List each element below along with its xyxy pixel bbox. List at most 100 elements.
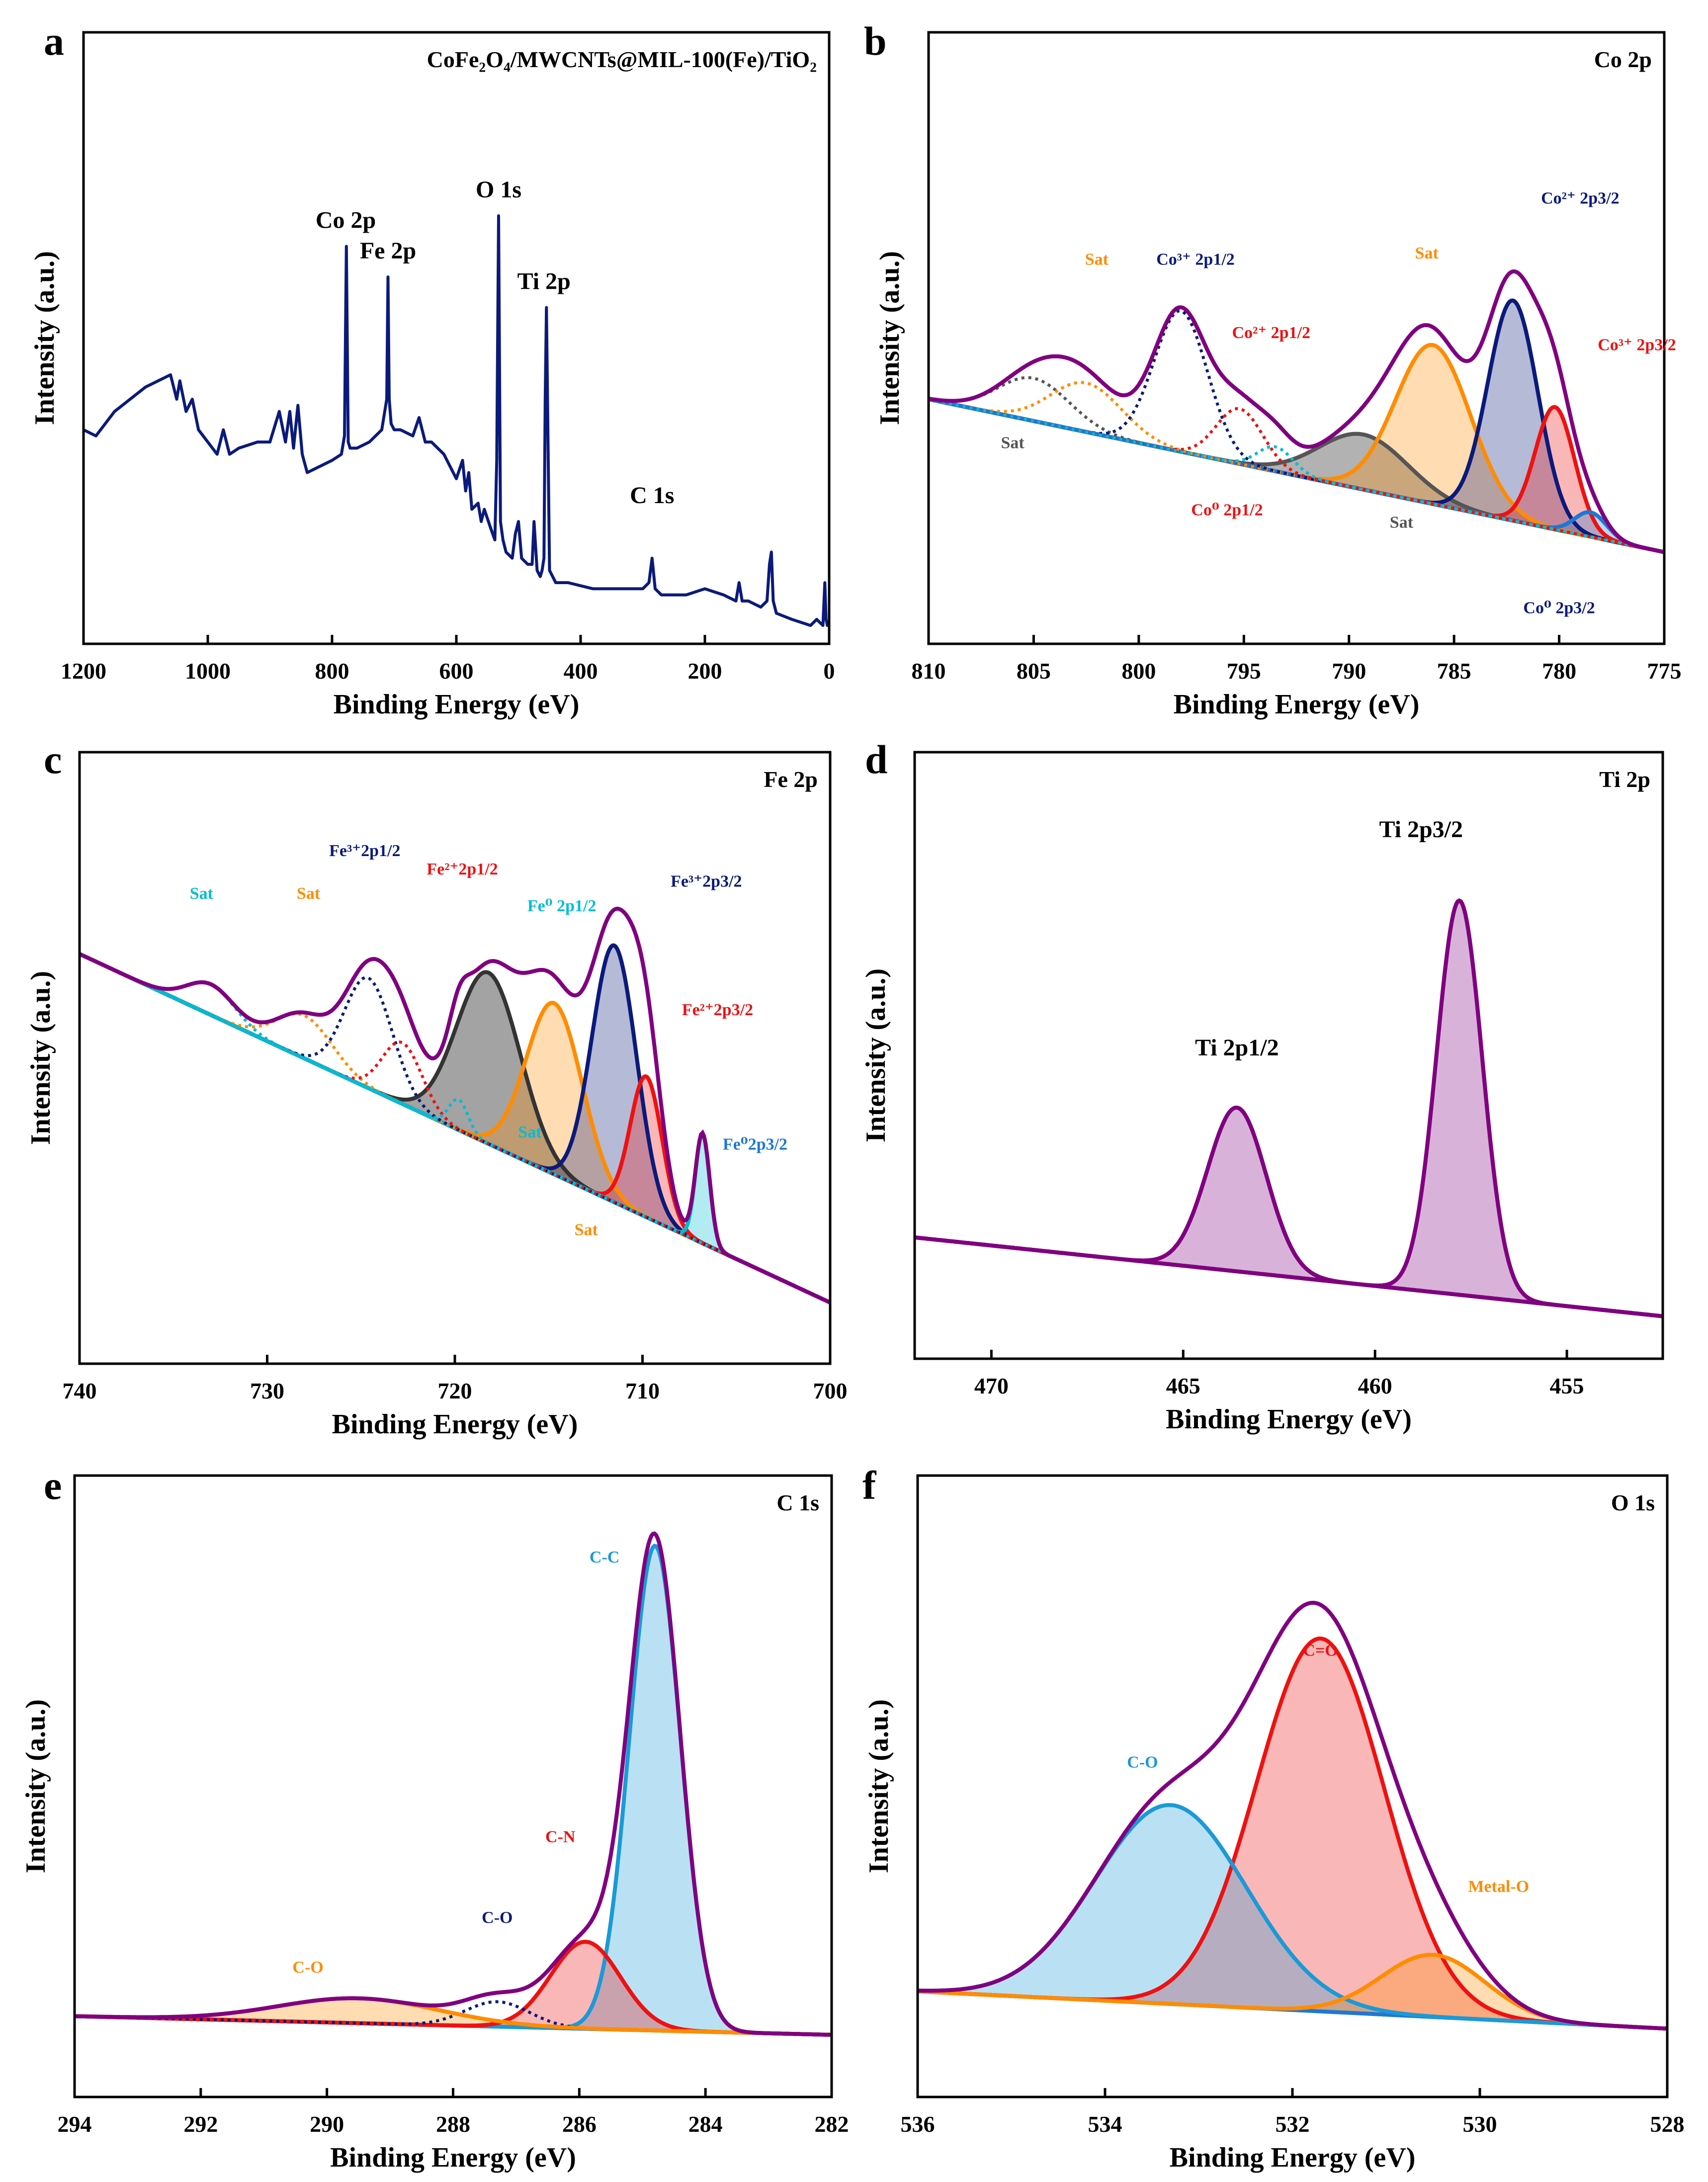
panel-title: Co 2p (1594, 47, 1652, 72)
axes-frame (913, 751, 1664, 1360)
x-axis-label: Binding Energy (eV) (1170, 2142, 1416, 2173)
fit-line-6 (929, 381, 1664, 554)
peak-label: Fe³⁺2p1/2 (329, 842, 400, 860)
x-tick-label: 282 (815, 2111, 849, 2137)
envelope-line (929, 269, 1664, 554)
axes-frame (927, 31, 1666, 645)
panel-title: Ti 2p (1599, 767, 1650, 792)
envelope-line (915, 898, 1663, 1318)
x-axis-label: Binding Energy (eV) (330, 2142, 576, 2173)
peak-label: Co⁰ 2p1/2 (1191, 501, 1263, 520)
x-tick-label: 292 (183, 2111, 218, 2137)
x-axis-label: Binding Energy (eV) (334, 689, 580, 720)
x-tick-label: 730 (250, 1378, 284, 1403)
peak-label: Fe⁰2p3/2 (723, 1135, 787, 1154)
x-tick-label: 600 (439, 658, 474, 684)
panel-letter: f (862, 1463, 877, 1508)
x-tick-label: 700 (813, 1378, 848, 1403)
peak-label: Sat (518, 1123, 542, 1141)
fit-area-1 (918, 1805, 1667, 2029)
x-tick-label: 536 (901, 2111, 935, 2137)
panel-c: c 740 730 720 710 700 Binding Energy (eV) Inten… (25, 737, 848, 1440)
fit-area-1 (929, 345, 1664, 552)
envelope-line (75, 1531, 832, 2037)
peak-label: Fe²⁺2p3/2 (682, 1001, 753, 1019)
panel-b: b 810 805 800 795 790 785 780 775 Binding Energy … (864, 18, 1682, 720)
peak-label: Fe⁰ 2p1/2 (527, 897, 597, 915)
peak-label: C-C (590, 1548, 619, 1567)
panel-title: C 1s (776, 1490, 819, 1515)
peak-label: Sat (1085, 250, 1109, 268)
panel-letter: a (44, 18, 64, 64)
y-axis-label: Intensity (a.u.) (29, 251, 60, 425)
fit-area-0 (75, 1546, 832, 2035)
plot-area (80, 906, 830, 1305)
panel-title: Fe 2p (764, 767, 818, 792)
panel-letter: b (864, 18, 887, 64)
fit-line-8 (929, 398, 1664, 554)
peak-label: Co³⁺ 2p3/2 (1598, 336, 1676, 354)
peak-label: Fe 2p (360, 238, 416, 264)
fit-line-0 (75, 1544, 832, 2037)
panel-letter: c (44, 737, 62, 782)
x-tick-label: 710 (625, 1378, 660, 1403)
x-tick-label: 800 (315, 658, 349, 684)
peak-label: Sat (1001, 434, 1025, 452)
panel-title: CoFe₂O₄/MWCNTs@MIL-100(Fe)/TiO₂ (427, 47, 817, 72)
x-tick-label: 288 (436, 2111, 470, 2137)
envelope-line (80, 906, 830, 1305)
peak-label: Co²⁺ 2p1/2 (1232, 324, 1310, 342)
fit-area-3 (75, 1998, 832, 2035)
peak-label: Sat (575, 1221, 598, 1239)
panel-title: O 1s (1611, 1490, 1655, 1515)
envelope-line (918, 1600, 1667, 2031)
fit-area-1 (75, 1941, 832, 2035)
x-tick-label: 1200 (61, 658, 106, 684)
fit-area-0 (918, 1638, 1667, 2029)
x-tick-label: 780 (1542, 658, 1576, 684)
x-tick-label: 284 (688, 2111, 723, 2137)
x-axis-label: Binding Energy (eV) (1174, 689, 1420, 720)
plot-area (75, 1531, 832, 2037)
fit-area-2 (929, 300, 1664, 552)
peak-label: Metal-O (1468, 1878, 1529, 1896)
y-axis-label: Intensity (a.u.) (20, 1699, 51, 1873)
y-axis-label: Intensity (a.u.) (25, 971, 56, 1145)
x-tick-label: 775 (1647, 658, 1682, 684)
x-tick-label: 200 (688, 658, 722, 684)
x-tick-label: 1000 (185, 658, 231, 684)
x-tick-label: 400 (564, 658, 598, 684)
x-tick-label: 528 (1650, 2111, 1685, 2137)
peak-label: Sat (190, 884, 214, 903)
x-axis-label: Binding Energy (eV) (332, 1409, 578, 1440)
peak-label: O 1s (476, 176, 521, 203)
x-tick-label: 294 (58, 2111, 92, 2137)
fit-line-7 (80, 953, 830, 1304)
fit-area-0 (915, 1107, 1663, 1316)
x-tick-label: 460 (1358, 1373, 1392, 1398)
peak-label: Sat (1390, 513, 1414, 531)
peak-label: C-O (482, 1909, 512, 1927)
x-tick-label: 534 (1088, 2111, 1122, 2137)
x-tick-label: 532 (1276, 2111, 1310, 2137)
x-tick-label: 465 (1166, 1373, 1200, 1398)
panel-f: f 536 534 532 530 528 Binding Energy (eV) Inten… (862, 1463, 1685, 2173)
peak-label: C=O (1303, 1642, 1338, 1660)
peak-label: Ti 2p1/2 (1195, 1035, 1279, 1061)
x-tick-label: 0 (824, 658, 835, 684)
panel-letter: d (865, 737, 888, 782)
x-tick-label: 790 (1332, 658, 1366, 684)
peak-label: Fe²⁺2p1/2 (427, 860, 498, 878)
fit-line-0 (915, 1105, 1663, 1318)
y-axis-label: Intensity (a.u.) (863, 1699, 894, 1873)
x-tick-label: 470 (974, 1373, 1009, 1398)
fit-line-9 (80, 953, 830, 1304)
x-tick-label: 286 (562, 2111, 597, 2137)
x-tick-label: 785 (1437, 658, 1471, 684)
peak-label: Ti 2p3/2 (1379, 816, 1463, 843)
fit-area-2 (918, 1955, 1667, 2029)
x-axis-label: Binding Energy (eV) (1166, 1404, 1412, 1435)
plot-area (929, 269, 1664, 554)
peak-label: Co 2p (316, 207, 376, 234)
